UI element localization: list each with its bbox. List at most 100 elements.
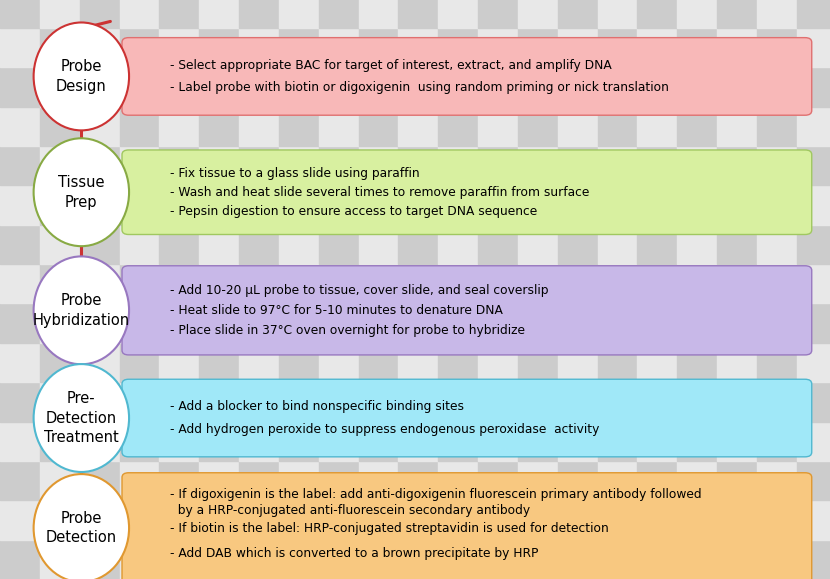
Bar	[518, 185, 558, 225]
Bar	[199, 540, 239, 579]
Bar	[80, 264, 120, 303]
Bar	[598, 185, 637, 225]
Bar	[279, 107, 319, 146]
Text: - If biotin is the label: HRP-conjugated streptavidin is used for detection: - If biotin is the label: HRP-conjugated…	[170, 522, 609, 534]
Bar	[359, 67, 398, 107]
Bar	[398, 146, 438, 185]
Bar	[279, 225, 319, 264]
Bar	[239, 422, 279, 461]
Bar	[637, 146, 677, 185]
Ellipse shape	[34, 474, 129, 579]
Bar	[279, 146, 319, 185]
Bar	[398, 461, 438, 500]
Bar	[518, 540, 558, 579]
Bar	[677, 67, 717, 107]
Bar	[717, 67, 757, 107]
Bar	[677, 422, 717, 461]
Bar	[558, 303, 598, 343]
Bar	[797, 107, 830, 146]
Bar	[80, 382, 120, 422]
Bar	[637, 461, 677, 500]
Bar	[518, 422, 558, 461]
Bar	[199, 107, 239, 146]
Bar	[797, 225, 830, 264]
Bar	[0, 0, 40, 28]
Bar	[159, 146, 199, 185]
Bar	[438, 540, 478, 579]
Bar	[438, 107, 478, 146]
Bar	[80, 146, 120, 185]
Bar	[598, 107, 637, 146]
Bar	[558, 422, 598, 461]
Bar	[438, 343, 478, 382]
Bar	[159, 0, 199, 28]
Bar	[159, 382, 199, 422]
Bar	[438, 67, 478, 107]
Bar	[558, 500, 598, 540]
Bar	[319, 107, 359, 146]
Bar	[120, 343, 159, 382]
Bar	[279, 28, 319, 67]
Bar	[598, 146, 637, 185]
Bar	[797, 303, 830, 343]
Bar	[398, 422, 438, 461]
Bar	[80, 343, 120, 382]
Bar	[518, 461, 558, 500]
Bar	[359, 303, 398, 343]
Bar	[717, 303, 757, 343]
Bar	[159, 107, 199, 146]
Bar	[478, 146, 518, 185]
Bar	[478, 28, 518, 67]
Bar	[159, 264, 199, 303]
Bar	[239, 146, 279, 185]
Bar	[478, 107, 518, 146]
Bar	[359, 264, 398, 303]
Bar	[637, 107, 677, 146]
Bar	[797, 0, 830, 28]
Bar	[717, 422, 757, 461]
Bar	[558, 0, 598, 28]
Bar	[637, 67, 677, 107]
Bar	[0, 303, 40, 343]
Bar	[757, 67, 797, 107]
Bar	[279, 303, 319, 343]
Bar	[239, 264, 279, 303]
Bar	[80, 185, 120, 225]
Bar	[637, 28, 677, 67]
Bar	[398, 107, 438, 146]
Bar	[518, 107, 558, 146]
Bar	[637, 500, 677, 540]
Bar	[279, 540, 319, 579]
Bar	[438, 146, 478, 185]
Bar	[598, 382, 637, 422]
Bar	[319, 146, 359, 185]
Bar	[120, 0, 159, 28]
Bar	[438, 264, 478, 303]
Bar	[239, 303, 279, 343]
Bar	[0, 107, 40, 146]
Bar	[558, 146, 598, 185]
Bar	[637, 225, 677, 264]
Bar	[80, 540, 120, 579]
Bar	[0, 500, 40, 540]
Bar	[279, 67, 319, 107]
Bar	[598, 67, 637, 107]
Bar	[398, 382, 438, 422]
Bar	[518, 343, 558, 382]
Bar	[159, 225, 199, 264]
Bar	[359, 225, 398, 264]
Bar	[40, 500, 80, 540]
Bar	[398, 343, 438, 382]
Bar	[398, 264, 438, 303]
Bar	[359, 461, 398, 500]
FancyBboxPatch shape	[122, 38, 812, 115]
Bar	[598, 0, 637, 28]
Bar	[80, 461, 120, 500]
Bar	[757, 264, 797, 303]
Bar	[0, 461, 40, 500]
Bar	[438, 382, 478, 422]
Bar	[558, 185, 598, 225]
Bar	[239, 28, 279, 67]
Bar	[40, 28, 80, 67]
Bar	[637, 0, 677, 28]
